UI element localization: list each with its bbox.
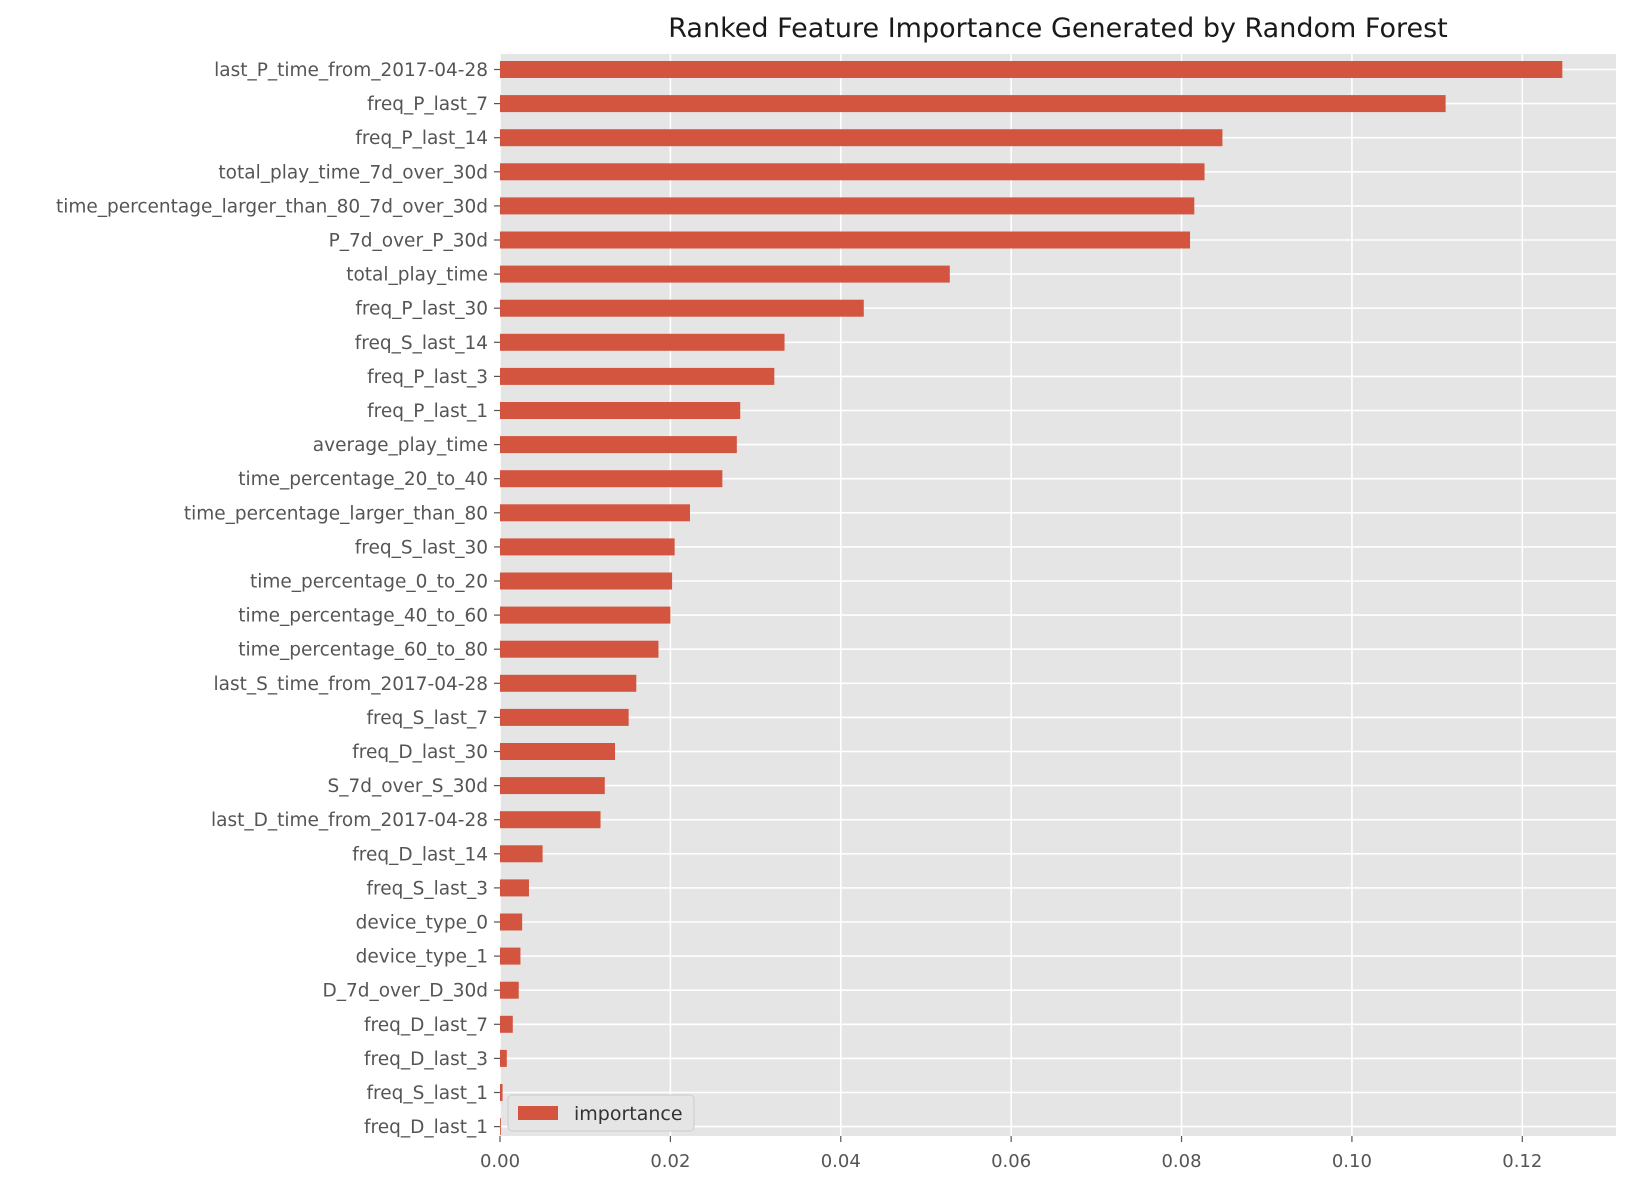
- bar-freq_D_last_3: [500, 1049, 507, 1067]
- y-tick-label: time_percentage_larger_than_80: [184, 503, 488, 524]
- chart-title: Ranked Feature Importance Generated by R…: [668, 13, 1448, 44]
- x-tick-label: 0.06: [991, 1151, 1031, 1172]
- bar-S_7d_over_S_30d: [500, 777, 605, 795]
- bar-freq_S_last_7: [500, 708, 629, 726]
- y-tick-label: freq_D_last_30: [352, 742, 488, 763]
- y-tick-label: freq_S_last_7: [367, 708, 488, 729]
- y-tick-label: last_S_time_from_2017-04-28: [214, 674, 488, 695]
- bar-freq_S_last_3: [500, 879, 529, 897]
- y-tick-label: P_7d_over_P_30d: [329, 231, 488, 252]
- x-tick-label: 0.02: [650, 1151, 690, 1172]
- y-tick-label: total_play_time: [346, 265, 488, 286]
- bar-freq_D_last_30: [500, 743, 616, 760]
- y-tick-label: device_type_1: [356, 947, 488, 968]
- y-tick-label: last_P_time_from_2017-04-28: [214, 60, 488, 81]
- bar-device_type_0: [500, 913, 523, 931]
- bar-freq_S_last_30: [500, 538, 675, 556]
- x-tick-label: 0.10: [1332, 1151, 1372, 1172]
- legend: importance: [507, 1094, 695, 1132]
- bar-freq_S_last_14: [500, 333, 785, 351]
- bar-average_play_time: [500, 436, 737, 454]
- bar-freq_P_last_1: [500, 402, 741, 419]
- y-tick-label: D_7d_over_D_30d: [322, 981, 488, 1002]
- y-tick-label: freq_D_last_1: [364, 1117, 488, 1138]
- bar-last_P_time_from_2017-04-28: [500, 61, 1563, 78]
- x-tick-label: 0.08: [1161, 1151, 1201, 1172]
- bar-device_type_1: [500, 947, 521, 965]
- y-tick-label: S_7d_over_S_30d: [327, 776, 488, 797]
- y-tick-label: freq_P_last_3: [367, 367, 488, 388]
- y-tick-label: freq_S_last_1: [367, 1083, 488, 1104]
- y-tick-label: device_type_0: [356, 913, 488, 934]
- y-tick-label: freq_D_last_7: [364, 1015, 488, 1036]
- bar-total_play_time: [500, 265, 950, 283]
- x-tick-label: 0.04: [821, 1151, 861, 1172]
- y-tick-label: freq_D_last_3: [364, 1049, 488, 1070]
- plot-area: [500, 54, 1616, 1136]
- y-tick-label: freq_P_last_30: [355, 299, 488, 320]
- y-tick-label: freq_S_last_30: [355, 537, 488, 558]
- y-tick-label: time_percentage_0_to_20: [250, 572, 488, 593]
- y-tick-label: time_percentage_20_to_40: [238, 469, 488, 490]
- bar-D_7d_over_D_30d: [500, 981, 519, 999]
- legend-box: [507, 1094, 695, 1132]
- bar-freq_P_last_14: [500, 129, 1223, 147]
- bar-time_percentage_40_to_60: [500, 606, 671, 624]
- bar-time_percentage_larger_than_80: [500, 504, 690, 522]
- bar-freq_S_last_1: [500, 1084, 503, 1101]
- bar-freq_D_last_14: [500, 845, 543, 863]
- y-tick-label: freq_P_last_7: [367, 94, 488, 115]
- legend-label-importance: importance: [574, 1103, 683, 1125]
- x-tick-label: 0.12: [1502, 1151, 1542, 1172]
- bar-total_play_time_7d_over_30d: [500, 163, 1205, 181]
- y-tick-label: freq_S_last_14: [355, 333, 488, 354]
- bar-time_percentage_larger_than_80_7d_over_30d: [500, 197, 1195, 215]
- y-tick-label: time_percentage_60_to_80: [238, 640, 488, 661]
- bar-freq_P_last_7: [500, 95, 1446, 113]
- y-tick-label: freq_P_last_14: [355, 128, 488, 149]
- bar-time_percentage_0_to_20: [500, 572, 673, 590]
- y-tick-label: average_play_time: [313, 435, 488, 456]
- y-tick-label: freq_S_last_3: [367, 878, 488, 899]
- y-tick-labels: last_P_time_from_2017-04-28 freq_P_last_7…: [56, 60, 500, 1138]
- bar-freq_D_last_7: [500, 1015, 513, 1033]
- bar-freq_P_last_30: [500, 299, 864, 317]
- x-tick-label: 0.00: [480, 1151, 520, 1172]
- bar-time_percentage_20_to_40: [500, 470, 723, 488]
- bar-last_S_time_from_2017-04-28: [500, 674, 637, 692]
- y-tick-label: time_percentage_40_to_60: [238, 606, 488, 627]
- bar-last_D_time_from_2017-04-28: [500, 811, 601, 829]
- bar-freq_P_last_3: [500, 367, 775, 385]
- y-tick-label: last_D_time_from_2017-04-28: [211, 810, 488, 831]
- y-tick-label: freq_D_last_14: [352, 844, 488, 865]
- y-tick-label: time_percentage_larger_than_80_7d_over_3…: [56, 196, 488, 217]
- bar-P_7d_over_P_30d: [500, 231, 1191, 249]
- legend-swatch: [518, 1106, 558, 1120]
- bar-time_percentage_60_to_80: [500, 640, 659, 658]
- bar-freq_D_last_1: [500, 1118, 501, 1136]
- bars: [500, 61, 1563, 1136]
- y-tick-label: freq_P_last_1: [367, 401, 488, 422]
- x-tick-labels: 0.00 0.02 0.04 0.06 0.08 0.10 0.12: [480, 1136, 1542, 1172]
- y-tick-label: total_play_time_7d_over_30d: [218, 162, 488, 183]
